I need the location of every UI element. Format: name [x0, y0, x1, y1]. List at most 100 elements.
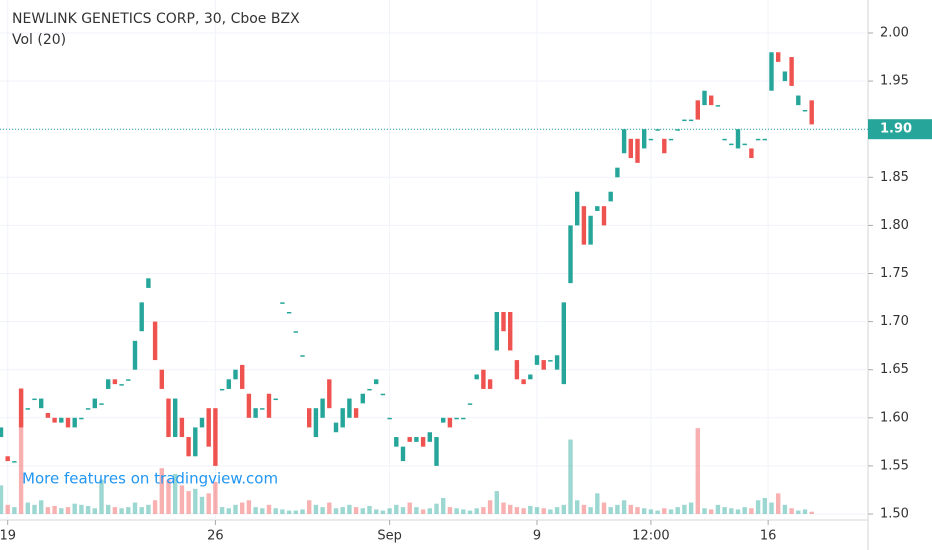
candle-body	[92, 398, 97, 409]
candle-body	[595, 206, 600, 211]
volume-bar	[521, 508, 526, 514]
volume-bar	[132, 502, 138, 514]
candle-body	[454, 417, 459, 420]
candle-body	[514, 360, 520, 380]
candle-body	[447, 417, 453, 428]
volume-bar	[749, 508, 754, 514]
volume-bar	[219, 507, 225, 514]
candle-body	[253, 408, 258, 418]
volume-bar	[307, 500, 312, 514]
volume-bar	[179, 485, 185, 514]
volume-bar	[152, 500, 158, 514]
candle-body	[173, 398, 178, 438]
promo-link[interactable]: More features on tradingview.com	[22, 470, 278, 488]
candle-body	[742, 143, 747, 146]
volume-bar	[454, 508, 459, 514]
candle-body	[682, 119, 687, 122]
candle-body	[367, 388, 372, 391]
candle-body	[695, 100, 700, 120]
candle-body	[146, 278, 151, 288]
candle-body	[621, 129, 627, 154]
volume-bar	[106, 504, 111, 514]
volume-bar	[300, 509, 305, 514]
candle-body	[219, 388, 225, 391]
candle-body	[260, 408, 265, 410]
candle-body	[240, 364, 245, 389]
volume-bar	[240, 502, 245, 514]
candle-body	[119, 384, 124, 386]
volume-bar	[39, 500, 44, 514]
candle-body	[132, 340, 138, 370]
volume-bar	[112, 507, 118, 514]
volume-bar	[628, 504, 633, 514]
candle-body	[360, 393, 365, 404]
volume-bar	[85, 505, 91, 514]
candle-body	[782, 71, 788, 82]
volume-bar	[313, 504, 319, 514]
volume-bar	[487, 500, 493, 514]
candle-body	[420, 437, 426, 447]
candle-body	[474, 374, 479, 380]
candle-body	[568, 225, 573, 284]
candle-body	[280, 302, 285, 304]
volume-bar	[789, 508, 794, 514]
candle-body	[45, 412, 51, 418]
candle-body	[494, 311, 499, 351]
volume-bar	[588, 507, 593, 514]
volume-bar	[615, 504, 620, 514]
volume-bar	[213, 481, 218, 514]
candle-body	[534, 355, 540, 365]
candle-body	[65, 417, 71, 428]
candle-body	[541, 360, 546, 370]
volume-bar	[441, 497, 446, 514]
candle-body	[32, 398, 37, 401]
candle-body	[126, 379, 131, 381]
volume-bar	[45, 507, 51, 514]
volume-bar	[648, 509, 654, 514]
candle-body	[79, 417, 84, 420]
candle-body	[206, 408, 211, 447]
volume-bar	[380, 510, 386, 514]
candle-body	[266, 393, 272, 418]
candle-body	[809, 100, 814, 125]
candle-body	[481, 369, 486, 389]
volume-bar	[762, 497, 767, 514]
candle-body	[407, 437, 412, 442]
candle-body	[729, 143, 734, 146]
volume-bar	[595, 493, 600, 514]
candle-body	[106, 379, 111, 389]
volume-bar	[166, 479, 171, 514]
x-tick-label: Sep	[377, 529, 402, 544]
volume-bar	[5, 504, 10, 514]
candle-body	[588, 215, 593, 245]
candle-body	[340, 408, 345, 428]
candle-body	[307, 408, 312, 428]
candle-body	[99, 403, 104, 405]
volume-bar	[695, 428, 700, 514]
candle-body	[85, 408, 91, 410]
volume-bar	[608, 507, 613, 514]
candle-body	[615, 167, 620, 178]
candle-body	[608, 191, 613, 202]
volume-bar	[414, 507, 419, 514]
candle-body	[166, 398, 171, 438]
volume-bar	[173, 473, 178, 514]
candle-body	[688, 119, 694, 122]
candle-body	[39, 398, 44, 409]
volume-bar	[688, 502, 694, 514]
y-tick-label: 1.75	[880, 266, 909, 281]
volume-bar	[226, 508, 231, 514]
candle-body	[400, 446, 406, 462]
candle-body	[715, 105, 721, 107]
volume-bar	[709, 509, 714, 514]
volume-bar	[722, 507, 727, 514]
volume-bar	[340, 507, 345, 514]
volume-bar	[561, 504, 566, 514]
candle-body	[628, 138, 633, 159]
volume-bar	[621, 500, 627, 514]
volume-bar	[662, 508, 667, 514]
volume-bar	[79, 504, 84, 514]
candle-body	[434, 437, 439, 466]
volume-bar	[769, 502, 774, 514]
candle-body	[487, 379, 493, 389]
